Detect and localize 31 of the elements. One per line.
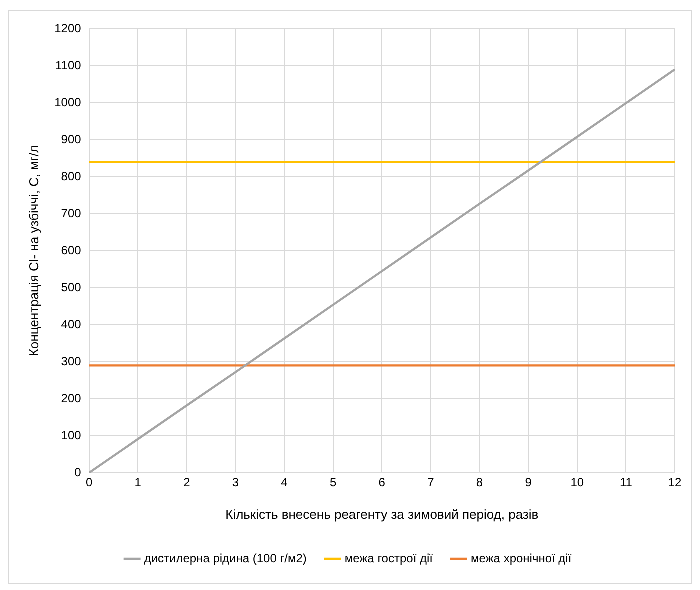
x-tick-label: 3 — [232, 476, 240, 490]
y-tick-label: 200 — [61, 391, 82, 406]
x-tick-label: 7 — [428, 476, 435, 490]
x-tick-label: 2 — [184, 476, 191, 490]
y-tick-label: 0 — [74, 465, 82, 480]
legend-label: дистилерна рідина (100 г/м2) — [144, 551, 307, 566]
x-tick-label: 12 — [668, 476, 682, 490]
x-tick-label: 8 — [476, 476, 484, 490]
x-tick-label: 11 — [620, 476, 633, 490]
y-tick-label: 400 — [61, 317, 82, 332]
x-tick-label: 0 — [86, 476, 93, 490]
x-tick-label: 5 — [330, 476, 337, 490]
y-tick-label: 300 — [61, 354, 82, 368]
x-tick-label: 1 — [134, 476, 142, 490]
x-tick-label: 10 — [570, 476, 584, 490]
x-axis-title: Кількість внесень реагенту за зимовий період, разів — [226, 506, 539, 522]
legend-label: межа хронічної дії — [470, 551, 572, 566]
y-tick-label: 600 — [61, 243, 82, 258]
x-tick-label: 9 — [525, 476, 532, 490]
y-tick-label: 800 — [61, 169, 82, 184]
x-tick-label: 4 — [281, 476, 288, 490]
y-tick-label: 500 — [61, 280, 82, 294]
y-tick-label: 900 — [61, 132, 82, 146]
legend-label: межа гострої дії — [344, 551, 434, 566]
y-tick-label: 1100 — [55, 58, 82, 72]
y-tick-label: 1000 — [54, 95, 82, 110]
y-axis-title: Концентрація Cl- на узбіччі, С, мг/л — [26, 145, 42, 357]
y-tick-label: 700 — [61, 206, 82, 220]
y-tick-label: 1200 — [54, 21, 82, 36]
y-tick-label: 100 — [61, 428, 82, 442]
x-tick-label: 6 — [378, 476, 386, 490]
